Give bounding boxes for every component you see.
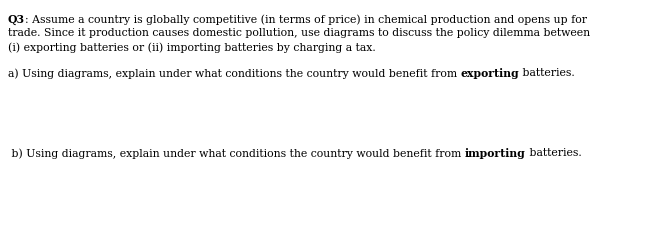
Text: (i) exporting batteries or (ii) importing batteries by charging a tax.: (i) exporting batteries or (ii) importin…	[8, 42, 376, 52]
Text: Q3: Q3	[8, 14, 25, 25]
Text: exporting: exporting	[461, 68, 519, 79]
Text: importing: importing	[465, 147, 525, 158]
Text: a) Using diagrams, explain under what conditions the country would benefit from: a) Using diagrams, explain under what co…	[8, 68, 461, 78]
Text: batteries.: batteries.	[525, 147, 581, 157]
Text: batteries.: batteries.	[519, 68, 575, 78]
Text: b) Using diagrams, explain under what conditions the country would benefit from: b) Using diagrams, explain under what co…	[8, 147, 465, 158]
Text: trade. Since it production causes domestic pollution, use diagrams to discuss th: trade. Since it production causes domest…	[8, 28, 590, 38]
Text: : Assume a country is globally competitive (in terms of price) in chemical produ: : Assume a country is globally competiti…	[25, 14, 587, 24]
